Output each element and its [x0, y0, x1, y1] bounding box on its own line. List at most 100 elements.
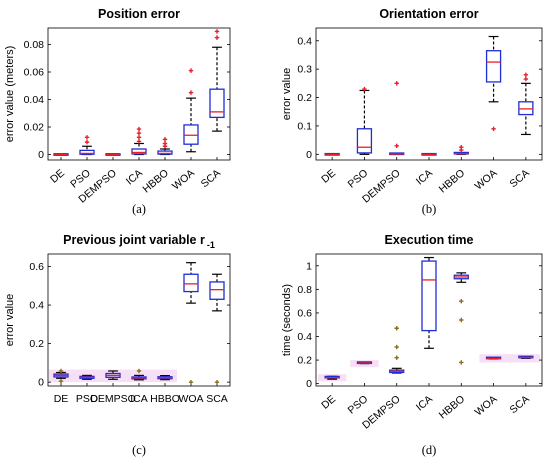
box-PSO [79, 135, 95, 156]
x-tick-label: SCA [508, 393, 532, 416]
box-body [79, 149, 95, 155]
outlier-point [523, 72, 529, 78]
box-SCA [209, 273, 225, 385]
x-tick-label: ICA [414, 393, 435, 413]
outlier-point [394, 143, 399, 149]
outlier-point [162, 141, 168, 146]
x-tick-label: ICA [130, 393, 148, 405]
x-tick-label: DE [54, 393, 69, 405]
y-axis-label: error value [281, 68, 293, 121]
y-tick-label: 0.8 [297, 284, 312, 296]
box-DE [324, 375, 340, 380]
box-body [131, 148, 147, 155]
box-HBBO [453, 145, 469, 155]
box-HBBO [453, 272, 469, 365]
box-HBBO [157, 137, 173, 156]
plot-frame [315, 253, 543, 387]
x-tick-label: WOA [170, 167, 197, 192]
box-body [485, 50, 502, 83]
subfigure-label: (b) [422, 202, 437, 216]
outlier-point [394, 81, 399, 86]
x-tick-label: PSO [76, 393, 98, 405]
outlier-point [136, 126, 142, 132]
outlier-point [188, 379, 194, 385]
y-tick-label: 0.06 [24, 67, 45, 79]
title-subscript: -1 [207, 240, 215, 250]
box-body [183, 273, 199, 293]
y-tick-label: 0.4 [297, 331, 312, 343]
y-tick-label: 0.2 [29, 338, 44, 350]
y-tick-label: 0.04 [24, 94, 45, 106]
x-tick-label: PSO [346, 393, 371, 416]
box-SCA [518, 355, 534, 359]
box-HBBO [157, 374, 173, 381]
box-body [183, 124, 199, 145]
subfigure-label: (a) [132, 202, 146, 216]
box-DEMPSO [389, 326, 405, 374]
x-tick-label: PSO [346, 167, 371, 190]
box-DE [53, 368, 69, 384]
outlier-point [84, 139, 90, 145]
outlier-point [459, 360, 464, 365]
outlier-point [362, 86, 367, 92]
outlier-point [491, 126, 496, 131]
box-WOA [485, 356, 502, 360]
outlier-point [214, 35, 220, 40]
y-axis-label: error value [4, 294, 16, 347]
y-tick-label: 0 [38, 377, 44, 389]
y-tick-label: 0.2 [297, 355, 312, 367]
box-SCA [518, 72, 534, 136]
outlier-point [459, 317, 464, 323]
outlier-point [136, 130, 142, 136]
box-DE [53, 153, 69, 156]
box-body [209, 88, 225, 119]
box-body [518, 101, 534, 116]
outlier-point [394, 355, 399, 360]
x-tick-label: WOA [473, 167, 500, 192]
outlier-point [188, 90, 194, 95]
x-tick-label: ICA [414, 167, 435, 187]
y-tick-label: 0.4 [297, 35, 312, 47]
highlight-band [479, 354, 540, 363]
x-tick-label: WOA [178, 393, 203, 405]
y-tick-label: 0.02 [24, 122, 45, 134]
outlier-point [58, 368, 64, 374]
chart-title: Execution time [385, 233, 474, 247]
outlier-point [214, 29, 220, 34]
x-tick-label: HBBO [437, 393, 468, 421]
box-DEMPSO [105, 153, 121, 156]
box-WOA [183, 262, 199, 385]
outlier-point [394, 344, 399, 350]
box-body [356, 128, 373, 154]
plot-frame [315, 27, 543, 161]
plot-frame [47, 253, 231, 387]
chart-title: Orientation error [379, 7, 478, 21]
box-DEMPSO [389, 81, 405, 156]
box-ICA [131, 126, 147, 156]
box-PSO [79, 374, 95, 380]
y-tick-label: 0 [38, 149, 44, 161]
box-ICA [421, 152, 437, 156]
x-tick-label: HBBO [140, 167, 171, 195]
y-tick-label: 0.4 [29, 300, 44, 312]
y-tick-label: 0.1 [297, 120, 312, 132]
outlier-point [136, 368, 142, 374]
outlier-point [394, 326, 399, 331]
outlier-point [58, 378, 64, 384]
box-ICA [131, 368, 147, 381]
y-tick-label: 1 [306, 260, 312, 272]
outlier-point [136, 135, 142, 140]
outlier-point [459, 145, 464, 150]
box-WOA [485, 35, 502, 131]
y-tick-label: 0 [306, 149, 312, 161]
outlier-point [459, 298, 464, 304]
y-axis-label: error value (meters) [4, 46, 16, 143]
x-tick-label: SCA [508, 167, 532, 190]
x-tick-label: DE [319, 393, 338, 412]
